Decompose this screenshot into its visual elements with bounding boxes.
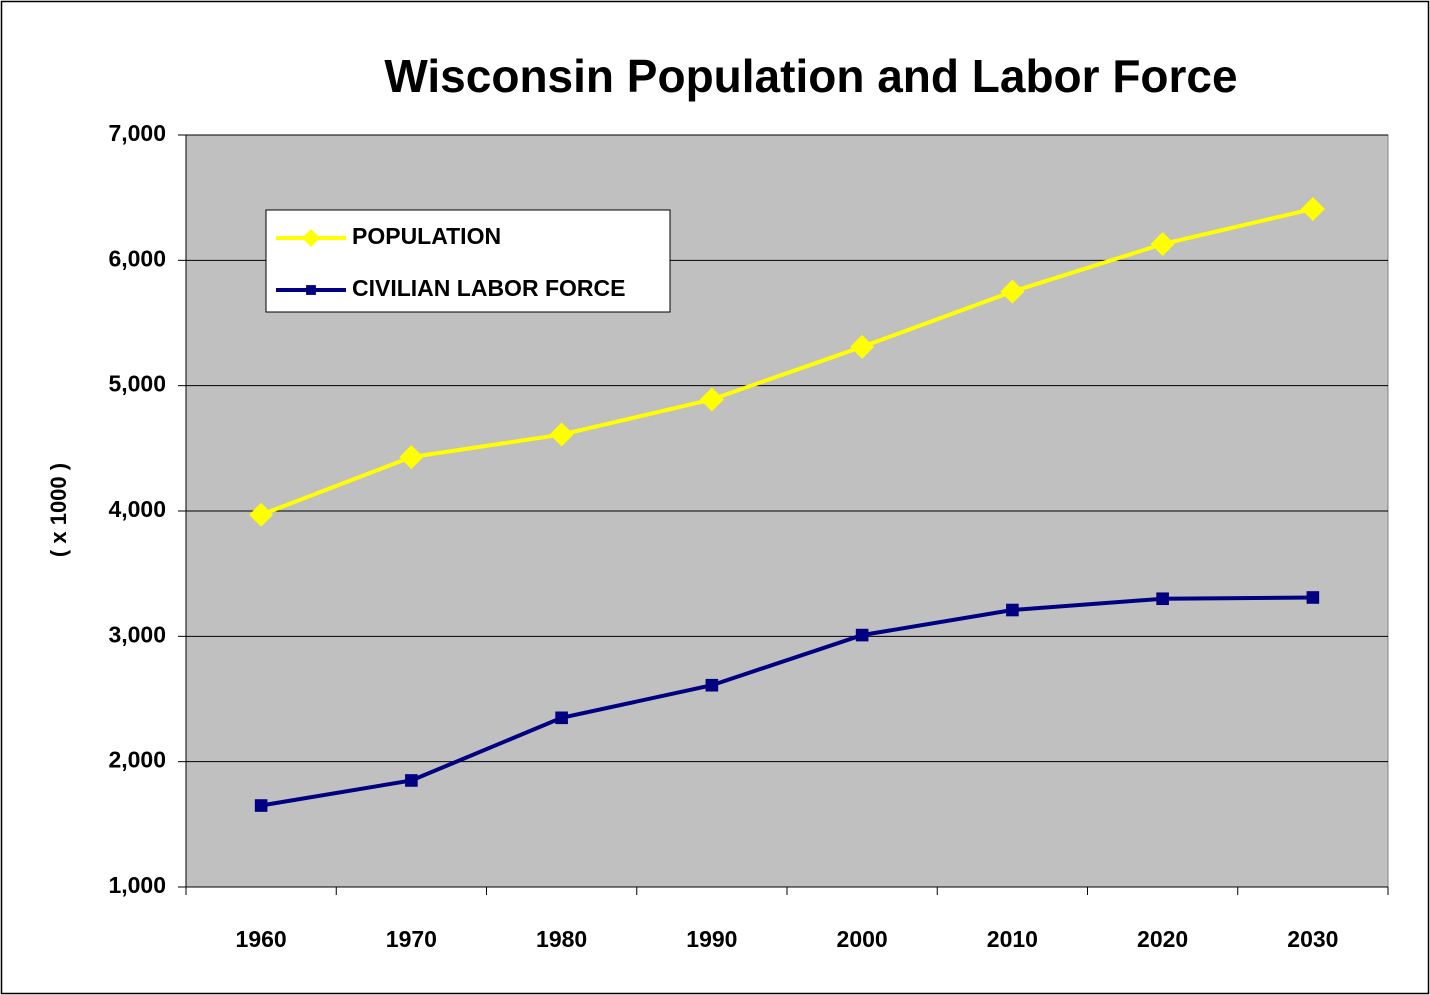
legend-label: CIVILIAN LABOR FORCE [352, 275, 625, 301]
marker [1006, 603, 1019, 617]
marker [306, 285, 316, 295]
series-line [260, 206, 1314, 517]
marker [399, 445, 424, 470]
marker [555, 711, 568, 725]
marker [1300, 196, 1325, 221]
x-tick-label: 2030 [1287, 926, 1338, 952]
marker [705, 678, 719, 692]
marker [405, 774, 418, 787]
marker [699, 387, 724, 412]
marker [549, 422, 574, 447]
y-tick-label: 7,000 [108, 120, 166, 146]
x-tick-label: 2020 [1137, 926, 1188, 952]
y-tick-label: 1,000 [108, 872, 166, 898]
marker [254, 799, 268, 812]
legend-label: POPULATION [352, 223, 501, 249]
y-tick-label: 4,000 [108, 496, 166, 522]
x-tick-label: 1970 [386, 926, 437, 952]
y-tick-label: 5,000 [108, 371, 166, 397]
y-tick-label: 6,000 [108, 245, 166, 271]
x-tick-label: 1960 [236, 926, 287, 952]
marker [1150, 232, 1175, 257]
legend [265, 209, 671, 313]
y-tick-label: 3,000 [108, 621, 166, 647]
marker [1306, 591, 1320, 604]
y-tick-label: 2,000 [108, 747, 166, 773]
series-line [260, 595, 1313, 808]
marker [1156, 592, 1169, 606]
x-tick-label: 1980 [536, 926, 587, 952]
x-tick-label: 2000 [837, 926, 888, 952]
y-axis-label: ( x 1000 ) [46, 463, 71, 557]
marker [1000, 279, 1025, 304]
x-tick-label: 2010 [987, 926, 1038, 952]
marker [855, 628, 869, 642]
chart-title: Wisconsin Population and Labor Force [384, 50, 1237, 102]
marker [302, 229, 320, 247]
marker [249, 502, 274, 527]
x-tick-label: 1990 [686, 926, 737, 952]
marker [850, 334, 875, 359]
